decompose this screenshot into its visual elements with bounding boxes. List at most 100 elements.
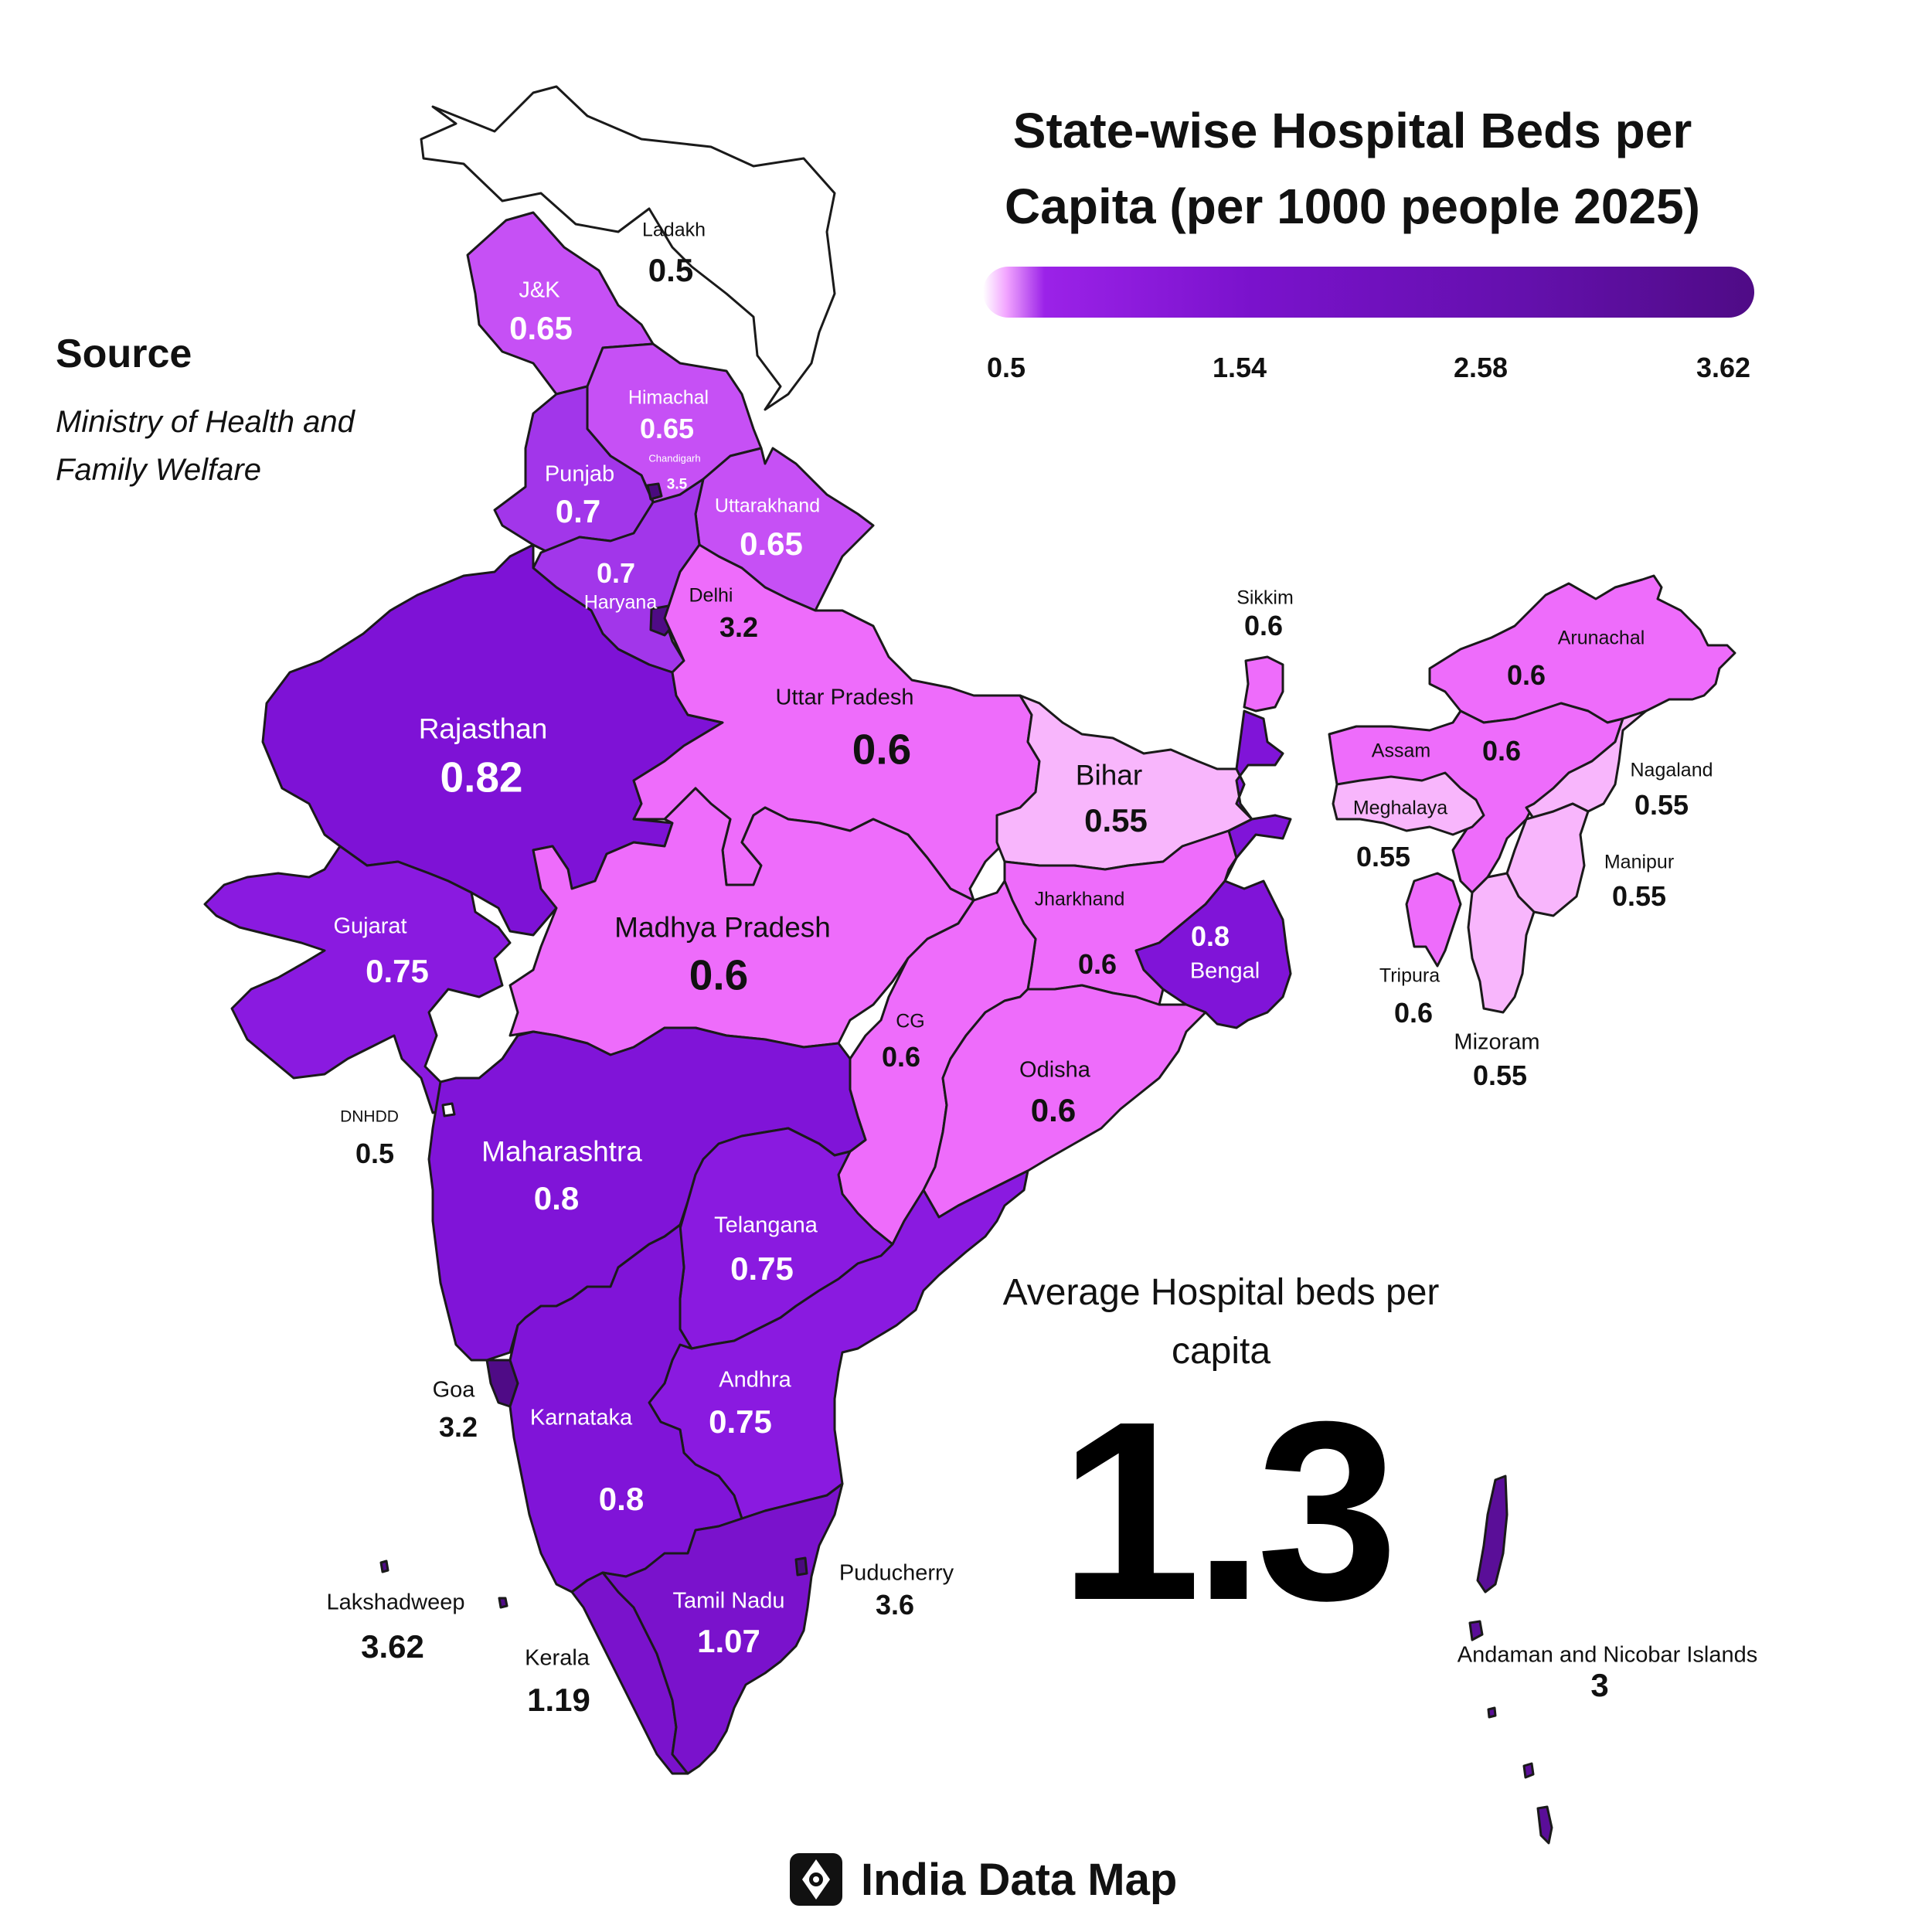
label-gujarat-name: Gujarat [333,913,407,939]
label-jk-value: 0.65 [509,310,573,346]
label-odisha-value: 0.6 [1030,1092,1077,1128]
region-bengal[interactable] [1134,709,1292,1029]
label-rajasthan-value: 0.82 [440,753,523,801]
label-haryana-name: Haryana [583,591,658,614]
region-puducherry[interactable] [794,1556,808,1577]
label-uttarakhand-name: Uttarakhand [714,495,821,517]
label-himachal-value: 0.65 [639,413,695,444]
label-tripura-name: Tripura [1379,964,1440,987]
region-sikkim[interactable] [1243,655,1284,713]
region-nicobar-car[interactable] [1487,1706,1497,1719]
label-ladakh-value: 0.5 [648,252,694,288]
label-goa-value: 3.2 [438,1411,478,1443]
label-odisha-name: Odisha [1019,1057,1090,1083]
label-nagaland-name: Nagaland [1630,759,1713,781]
region-nicobar-great[interactable] [1536,1805,1553,1845]
source-text: Ministry of Health and Family Welfare [56,405,355,487]
region-chandigarh[interactable] [646,482,663,501]
label-delhi-value: 3.2 [719,611,759,643]
label-andhra-name: Andhra [719,1367,791,1393]
label-jk-name: J&K [519,277,560,303]
region-dnhdd[interactable] [441,1102,456,1117]
label-uttar-pradesh-value: 0.6 [852,725,912,774]
label-rajasthan-name: Rajasthan [418,713,548,745]
average-value: 1.3 [1059,1368,1399,1653]
label-uttarakhand-value: 0.65 [740,526,803,562]
label-jharkhand-value: 0.6 [1077,948,1117,980]
region-ladakh[interactable] [420,85,836,411]
region-andaman-little[interactable] [1468,1620,1484,1641]
label-madhya-pradesh-name: Madhya Pradesh [614,911,831,944]
label-maharashtra-name: Maharashtra [481,1135,642,1168]
label-meghalaya-name: Meghalaya [1352,797,1448,819]
label-chandigarh-name: Chandigarh [648,452,701,464]
legend-tick: 0.5 [986,352,1026,383]
legend-tick: 2.58 [1453,352,1509,383]
region-tripura[interactable] [1405,872,1462,968]
region-tamil-nadu[interactable] [601,1482,844,1775]
label-kerala-name: Kerala [525,1645,590,1671]
label-lakshadweep-value: 3.62 [361,1628,424,1665]
label-andhra-value: 0.75 [709,1403,772,1440]
label-punjab-name: Punjab [544,461,615,487]
label-tamil-nadu-value: 1.07 [697,1623,760,1659]
label-puducherry-value: 3.6 [875,1589,915,1621]
label-mizoram-name: Mizoram [1454,1029,1540,1055]
label-bihar-name: Bihar [1075,759,1143,791]
label-sikkim-value: 0.6 [1243,610,1284,641]
label-manipur-value: 0.55 [1611,880,1667,912]
label-bihar-value: 0.55 [1084,802,1148,838]
label-tripura-value: 0.6 [1393,997,1434,1029]
map-title: State-wise Hospital Beds per Capita (per… [1005,103,1700,234]
label-bengal-value: 0.8 [1190,920,1230,952]
label-haryana-value: 0.7 [596,557,636,589]
label-jharkhand-name: Jharkhand [1034,888,1125,910]
legend-color-scale [983,267,1754,318]
label-cg-value: 0.6 [881,1041,921,1073]
label-nagaland-value: 0.55 [1634,789,1689,821]
region-karnataka[interactable] [509,1223,743,1594]
label-chandigarh-value: 3.5 [666,476,688,493]
region-odisha[interactable] [922,984,1207,1219]
region-meghalaya[interactable] [1332,771,1485,836]
label-uttar-pradesh-name: Uttar Pradesh [775,685,914,710]
region-mizoram[interactable] [1467,872,1536,1014]
label-karnataka-name: Karnataka [529,1405,633,1430]
legend-tick: 3.62 [1696,352,1751,383]
label-himachal-name: Himachal [628,386,709,409]
label-meghalaya-value: 0.55 [1355,841,1411,872]
region-nicobar-central[interactable] [1522,1762,1535,1779]
source-heading: Source [56,332,192,376]
region-lakshadweep-2[interactable] [498,1597,509,1609]
label-arunachal-name: Arunachal [1557,627,1645,649]
label-andaman-name: Andaman and Nicobar Islands [1457,1642,1758,1668]
label-gujarat-value: 0.75 [366,953,429,989]
label-mizoram-value: 0.55 [1472,1060,1528,1091]
label-dnhdd-value: 0.5 [355,1138,395,1169]
label-assam-name: Assam [1371,740,1431,762]
label-maharashtra-value: 0.8 [533,1180,580,1216]
label-ladakh-name: Ladakh [641,219,706,241]
label-karnataka-value: 0.8 [598,1481,645,1517]
region-arunachal[interactable] [1428,574,1736,724]
label-lakshadweep-name: Lakshadweep [326,1590,465,1615]
label-tamil-nadu-name: Tamil Nadu [672,1588,785,1614]
brand: India Data Map [788,1849,1177,1910]
label-bengal-name: Bengal [1189,958,1260,984]
label-manipur-name: Manipur [1604,851,1675,873]
region-lakshadweep-1[interactable] [379,1560,389,1573]
label-cg-name: CG [896,1010,925,1032]
brand-name: India Data Map [861,1854,1178,1905]
label-puducherry-name: Puducherry [838,1560,954,1586]
label-assam-value: 0.6 [1481,735,1522,767]
region-andaman-north[interactable] [1476,1475,1509,1594]
label-dnhdd-name: DNHDD [340,1107,399,1126]
legend-tick: 1.54 [1212,352,1267,383]
label-madhya-pradesh-value: 0.6 [689,951,749,999]
label-andaman-value: 3 [1590,1667,1609,1703]
india-data-map-logo-icon [790,1853,842,1906]
label-goa-name: Goa [432,1377,475,1403]
label-sikkim-name: Sikkim [1236,587,1294,609]
